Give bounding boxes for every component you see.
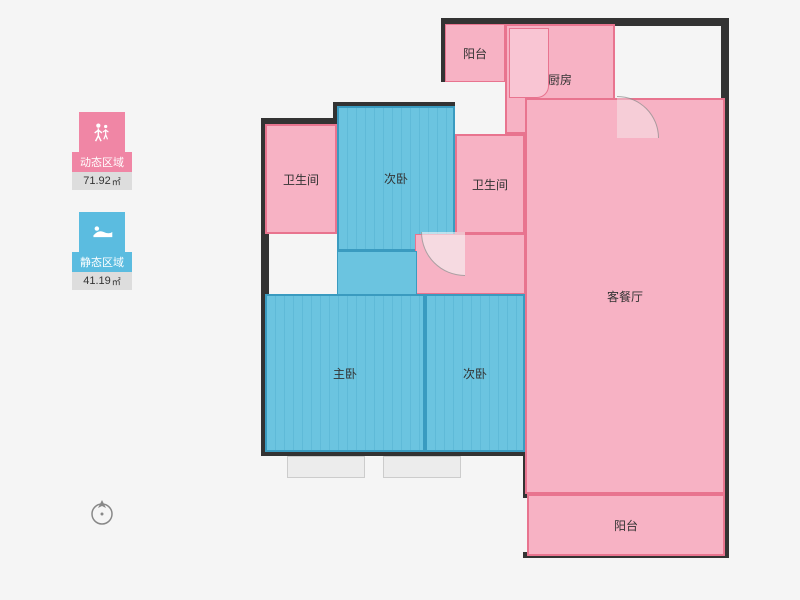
room-master-bed: 主卧 <box>265 294 425 452</box>
ext-bottom-1 <box>287 456 365 478</box>
wall-segment <box>721 18 729 98</box>
people-icon <box>91 121 113 143</box>
room-label: 客餐厅 <box>607 288 643 305</box>
room-second-bed-top: 次卧 <box>337 106 455 251</box>
room-bathroom-left: 卫生间 <box>265 124 337 234</box>
legend-label-static: 静态区域 <box>72 252 132 272</box>
room-label: 卫生间 <box>283 171 319 188</box>
legend-panel: 动态区域 71.92 静态区域 41.19 <box>72 112 132 312</box>
room-label: 阳台 <box>614 517 638 534</box>
floorplan-canvas: 阳台 厨房 客餐厅 卫生间 次卧 卫生间 主卧 次卧 阳台 <box>265 18 740 578</box>
room-label: 次卧 <box>384 170 408 187</box>
ext-bottom-2 <box>383 456 461 478</box>
room-label: 厨房 <box>548 71 572 88</box>
legend-item-dynamic: 动态区域 71.92 <box>72 112 132 190</box>
room-label: 主卧 <box>333 365 357 382</box>
legend-color-static <box>79 212 125 252</box>
room-hall <box>337 251 417 295</box>
room-label: 阳台 <box>463 45 487 62</box>
rest-icon <box>90 223 114 241</box>
room-label: 次卧 <box>463 365 487 382</box>
room-balcony-top: 阳台 <box>445 24 505 82</box>
legend-value-dynamic: 71.92 <box>72 172 132 190</box>
room-living-dining: 客餐厅 <box>525 98 725 494</box>
kitchen-counter <box>509 28 549 98</box>
room-second-bed-bot: 次卧 <box>425 294 525 452</box>
legend-color-dynamic <box>79 112 125 152</box>
room-label: 卫生间 <box>472 176 508 193</box>
legend-value-static: 41.19 <box>72 272 132 290</box>
legend-item-static: 静态区域 41.19 <box>72 212 132 290</box>
room-bathroom-right: 卫生间 <box>455 134 525 234</box>
room-balcony-bot: 阳台 <box>527 494 725 556</box>
legend-label-dynamic: 动态区域 <box>72 152 132 172</box>
compass-icon <box>88 498 116 526</box>
